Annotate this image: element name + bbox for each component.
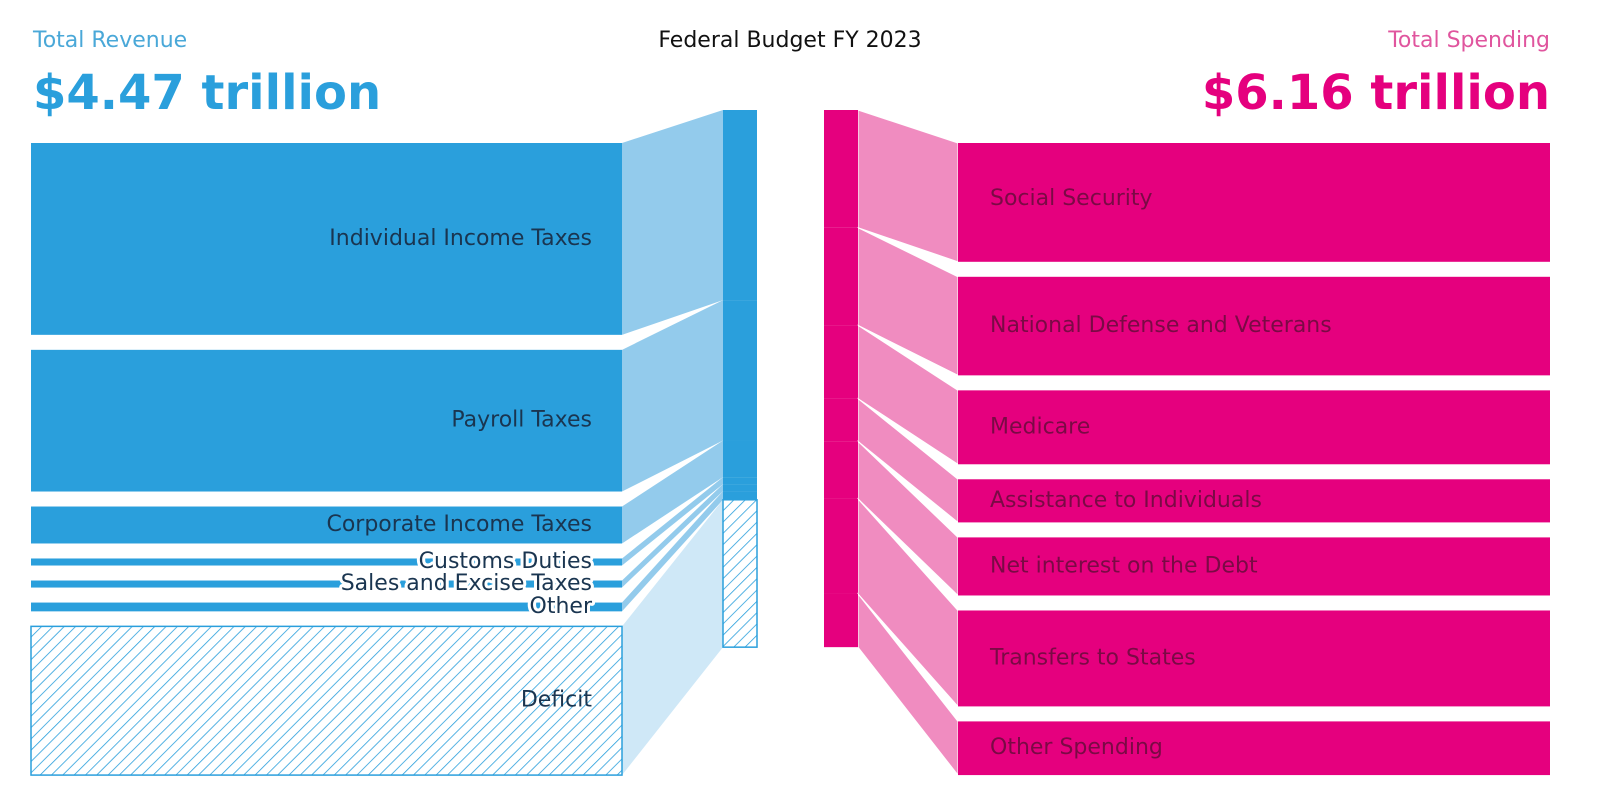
revenue-link bbox=[622, 110, 723, 335]
revenue-category-label: Individual Income Taxes bbox=[329, 226, 592, 251]
revenue-bar bbox=[31, 349, 622, 492]
revenue-link bbox=[622, 484, 723, 588]
deficit-link bbox=[622, 499, 723, 776]
spending-mid-segment bbox=[824, 227, 858, 326]
spending-bar bbox=[958, 610, 1550, 707]
spending-category-label: Medicare bbox=[990, 414, 1090, 439]
spending-mid-segment bbox=[824, 325, 858, 399]
revenue-link bbox=[622, 440, 723, 544]
revenue-mid-segment bbox=[723, 477, 757, 485]
revenue-category-label: Payroll Taxes bbox=[451, 408, 592, 433]
revenue-bar bbox=[31, 580, 622, 588]
revenue-mid-segment bbox=[723, 491, 757, 500]
revenue-total: $4.47 trillion bbox=[33, 65, 381, 121]
spending-category-label: Social Security bbox=[990, 186, 1153, 211]
spending-bar bbox=[958, 276, 1550, 376]
deficit-label: Deficit bbox=[521, 688, 593, 713]
chart-title: Federal Budget FY 2023 bbox=[658, 28, 921, 53]
revenue-category-label: Corporate Income Taxes bbox=[326, 512, 592, 537]
spending-total: $6.16 trillion bbox=[1202, 65, 1550, 121]
revenue-category-label: Other bbox=[530, 594, 593, 619]
revenue-link bbox=[622, 477, 723, 566]
spending-category-label: National Defense and Veterans bbox=[990, 313, 1332, 338]
deficit-bar bbox=[30, 625, 623, 776]
revenue-mid-segment bbox=[723, 300, 757, 441]
spending-mid-segment bbox=[824, 593, 858, 648]
deficit-mid-segment bbox=[722, 499, 758, 648]
spending-mid-segment bbox=[824, 498, 858, 594]
revenue-bar bbox=[31, 143, 622, 335]
spending-bar bbox=[958, 143, 1550, 262]
revenue-label: Total Revenue bbox=[32, 28, 187, 53]
revenue-mid-segment bbox=[723, 484, 757, 492]
revenue-mid-segment bbox=[723, 110, 757, 301]
revenue-bar bbox=[31, 506, 622, 544]
spending-mid-segment bbox=[824, 110, 858, 228]
revenue-mid-segment bbox=[723, 440, 757, 478]
spending-category-label: Net interest on the Debt bbox=[990, 553, 1258, 578]
spending-label: Total Spending bbox=[1387, 28, 1550, 53]
spending-bar bbox=[958, 537, 1550, 596]
revenue-bar bbox=[31, 602, 622, 612]
revenue-category-label: Sales and Excise Taxes bbox=[341, 571, 592, 596]
spending-category-label: Other Spending bbox=[990, 735, 1163, 760]
spending-category-label: Transfers to States bbox=[989, 645, 1196, 670]
spending-category-label: Assistance to Individuals bbox=[990, 488, 1262, 513]
revenue-link bbox=[622, 300, 723, 492]
spending-bar bbox=[958, 721, 1550, 776]
revenue-bar bbox=[31, 558, 622, 566]
revenue-category-label: Customs Duties bbox=[419, 549, 592, 574]
spending-bar bbox=[958, 479, 1550, 523]
revenue-link bbox=[622, 491, 723, 612]
spending-mid-segment bbox=[824, 441, 858, 499]
spending-mid-segment bbox=[824, 398, 858, 442]
spending-bar bbox=[958, 390, 1550, 465]
